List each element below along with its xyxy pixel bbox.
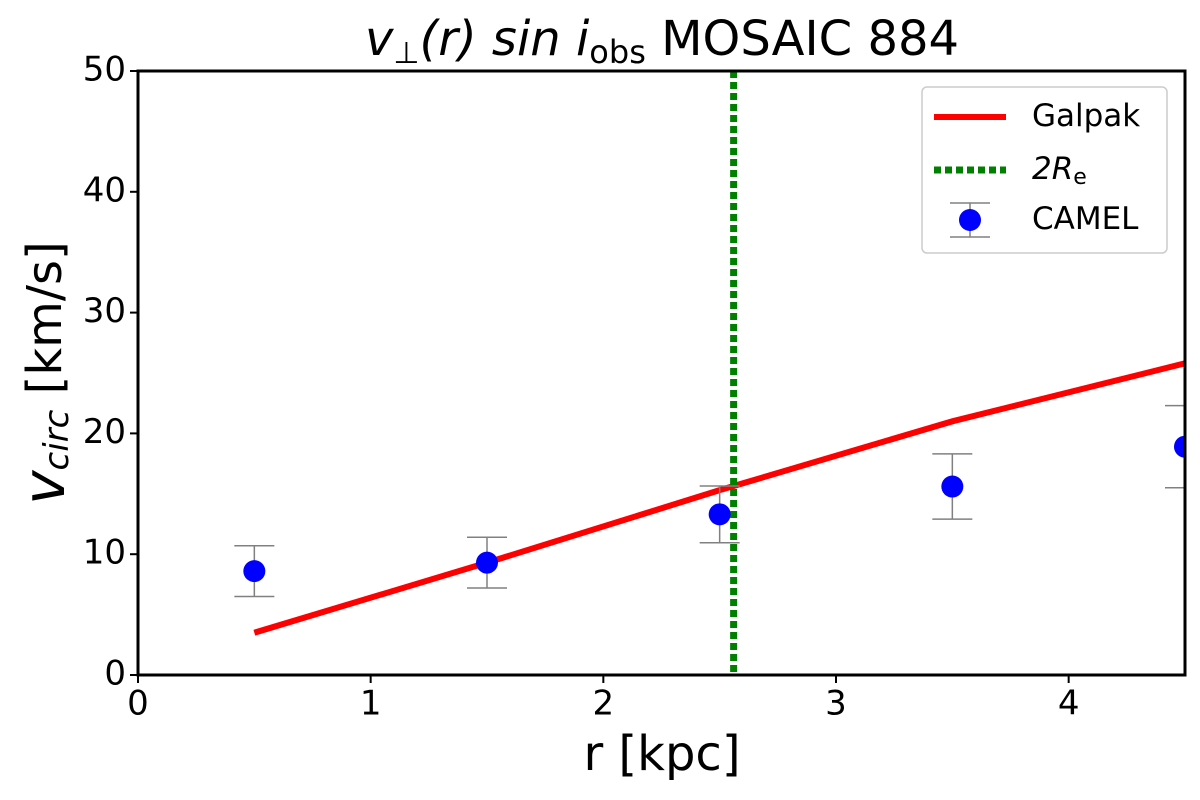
x-tick-label: 0 [127, 684, 149, 724]
marker [941, 475, 964, 498]
plot-area [234, 71, 1185, 675]
y-tick-label: 40 [83, 170, 126, 210]
legend-marker [959, 209, 981, 231]
legend-sub: e [1073, 165, 1087, 190]
y-tick-label: 0 [104, 654, 126, 694]
y-axis-label: vcirc [km/s] [10, 241, 78, 505]
x-tick-label: 2 [593, 684, 615, 724]
legend-text: CAMEL [1032, 201, 1139, 237]
legend: Galpak 2Re CAMEL [921, 86, 1168, 254]
x-tick-label: 4 [1058, 684, 1080, 724]
x-axis-label: r [kpc] [583, 726, 740, 782]
legend-label: Galpak [1032, 98, 1140, 134]
y-tick-label: 50 [83, 50, 126, 90]
marker [708, 503, 731, 526]
chart-title: v⊥(r) sin iobs MOSAIC 884 [365, 11, 959, 71]
x-tick-label: 1 [360, 684, 382, 724]
marker [476, 551, 498, 574]
legend-label: 2Re [1032, 151, 1087, 191]
x-tick-label: 3 [825, 684, 847, 724]
legend-box [921, 86, 1168, 254]
legend-text: Galpak [1032, 98, 1140, 134]
y-tick-label: 20 [83, 412, 126, 452]
legend-label: CAMEL [1032, 201, 1139, 237]
axes-frame [136, 69, 1187, 677]
y-tick-label: 30 [83, 291, 126, 331]
marker [1174, 435, 1185, 458]
y-tick-label: 10 [83, 533, 126, 573]
legend-text: 2R [1032, 151, 1073, 187]
series-layer [234, 71, 1185, 675]
marker [243, 560, 266, 583]
